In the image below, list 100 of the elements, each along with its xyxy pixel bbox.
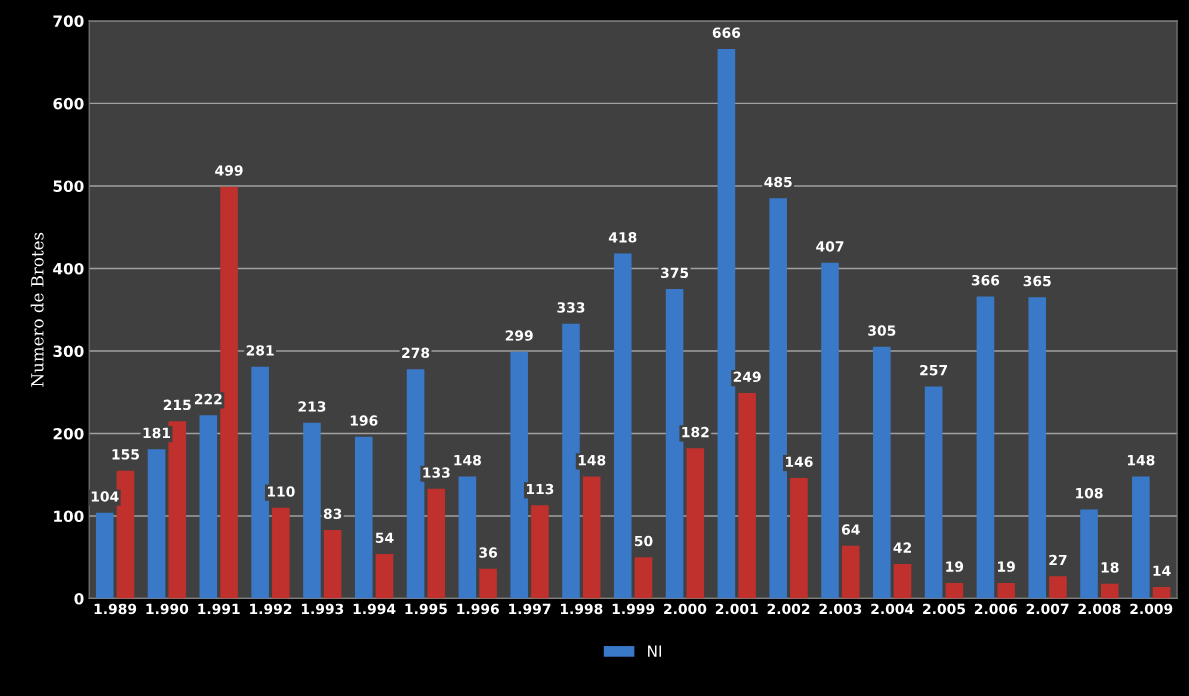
data-label: 213 (298, 401, 326, 412)
data-label: 146 (785, 456, 813, 468)
data-label: 181 (143, 427, 171, 439)
data-label: 19 (946, 561, 964, 572)
x-tick-label: 2.007 (1026, 603, 1069, 615)
data-label: 27 (1049, 554, 1067, 566)
data-label: 333 (557, 302, 585, 313)
bar (821, 262, 839, 599)
x-tick-label: 1.999 (612, 603, 655, 615)
bar (458, 476, 477, 599)
bar (427, 488, 446, 599)
x-tick-label: 2.006 (974, 603, 1018, 615)
data-label: 215 (163, 399, 191, 411)
bar (1132, 476, 1150, 599)
x-tick-label: 2.000 (664, 603, 707, 615)
data-label: 83 (323, 508, 342, 520)
y-tick-label: 600 (53, 97, 84, 110)
bar (613, 253, 632, 599)
x-tick-label: 1.990 (146, 603, 189, 615)
bar (924, 386, 943, 599)
bar (790, 478, 808, 599)
x-tick-label: 2.008 (1078, 603, 1121, 615)
x-tick-label: 1.995 (405, 603, 447, 615)
data-label: 104 (91, 491, 119, 502)
data-label: 148 (1127, 454, 1155, 466)
data-label: 222 (194, 393, 222, 405)
bar (945, 582, 964, 599)
x-tick-label: 2.004 (871, 603, 914, 615)
bar (1028, 297, 1047, 599)
data-label: 18 (1101, 562, 1119, 573)
bar (873, 346, 891, 599)
x-tick-label: 1.994 (353, 603, 396, 615)
x-tick-label: 2.002 (767, 603, 810, 615)
data-label: 257 (920, 364, 948, 376)
bar (479, 568, 497, 599)
bar (251, 366, 269, 599)
data-label: 305 (868, 325, 896, 336)
x-tick-label: 2.005 (923, 603, 965, 615)
x-tick-label: 2.003 (819, 603, 862, 615)
y-tick-label: 500 (53, 180, 84, 192)
bar (1049, 576, 1067, 599)
bar (665, 289, 684, 599)
data-label: 418 (608, 232, 637, 243)
data-label: 113 (526, 483, 554, 495)
bar (323, 530, 342, 599)
bar (147, 449, 166, 599)
data-label: 375 (661, 267, 689, 279)
data-label: 108 (1076, 487, 1103, 499)
bar (1100, 583, 1119, 599)
x-tick-label: 1.992 (250, 603, 292, 615)
x-tick-label: 2.009 (1130, 603, 1173, 615)
data-label: 485 (764, 176, 792, 188)
y-tick-label: 700 (53, 15, 84, 27)
data-label: 196 (350, 415, 378, 426)
bar (976, 296, 995, 599)
data-label: 407 (816, 241, 844, 252)
bar (375, 554, 394, 599)
data-label: 299 (505, 330, 533, 341)
data-label: 133 (423, 467, 450, 478)
y-tick-label: 400 (53, 262, 84, 275)
bar (769, 198, 788, 599)
bar (272, 507, 290, 599)
bar (303, 422, 321, 599)
bar (686, 448, 705, 599)
data-label: 666 (712, 27, 741, 38)
data-label: 42 (893, 542, 911, 553)
x-tick-label: 1.991 (198, 603, 240, 615)
bar (220, 186, 238, 599)
data-label: 64 (841, 524, 860, 535)
legend-label: NI (648, 645, 661, 657)
x-tick-label: 1.993 (301, 603, 344, 615)
data-label: 148 (578, 454, 606, 466)
bar (510, 351, 528, 599)
y-tick-label: 200 (53, 427, 84, 440)
x-tick-label: 1.989 (94, 603, 137, 615)
bar (531, 505, 549, 599)
data-label: 365 (1023, 275, 1051, 287)
data-label: 366 (971, 274, 1000, 286)
bar (1080, 509, 1098, 599)
x-tick-label: 1.998 (560, 603, 603, 615)
bar (354, 436, 373, 599)
data-label: 36 (479, 547, 497, 558)
data-label: 14 (1153, 565, 1171, 576)
data-label: 249 (733, 371, 761, 383)
y-tick-label: 0 (74, 593, 84, 605)
x-tick-label: 1.997 (509, 603, 551, 615)
bar (841, 545, 860, 599)
bar (406, 369, 425, 599)
y-axis-title: Numero de Brotes (30, 232, 44, 387)
data-label: 278 (402, 347, 430, 359)
data-label: 182 (682, 426, 709, 438)
bar (997, 582, 1015, 599)
y-tick-label: 300 (53, 345, 84, 357)
bar (199, 415, 218, 599)
bar (893, 563, 912, 599)
data-label: 499 (215, 165, 243, 176)
data-label: 19 (998, 561, 1015, 572)
data-label: 110 (267, 486, 295, 497)
data-label: 281 (246, 345, 274, 356)
bar (582, 476, 601, 599)
